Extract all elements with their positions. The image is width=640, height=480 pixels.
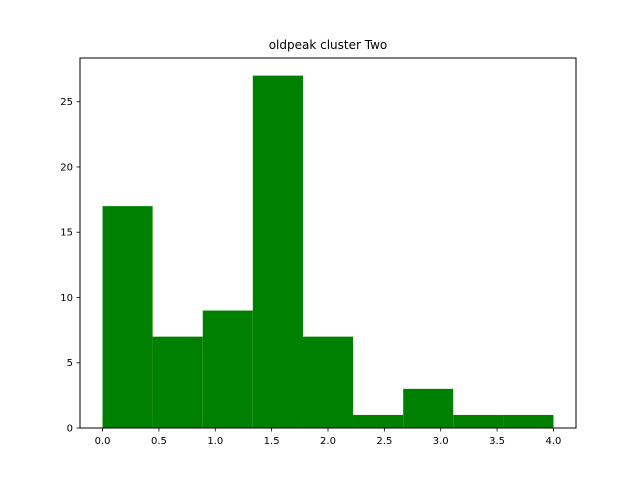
histogram-bar bbox=[202, 310, 253, 428]
y-tick-label: 5 bbox=[67, 358, 73, 369]
x-tick-label: 0.5 bbox=[151, 436, 167, 447]
y-tick-label: 0 bbox=[67, 424, 73, 435]
y-tick-label: 15 bbox=[60, 228, 73, 239]
x-tick-label: 3.0 bbox=[433, 436, 449, 447]
histogram-bar bbox=[152, 336, 203, 428]
histogram-bar bbox=[453, 414, 504, 428]
y-tick-label: 10 bbox=[60, 293, 73, 304]
y-axis: 0 5 10 15 20 25 bbox=[60, 97, 80, 435]
x-tick-label: 2.0 bbox=[320, 436, 336, 447]
x-tick-label: 3.5 bbox=[489, 436, 505, 447]
x-tick-label: 4.0 bbox=[546, 436, 562, 447]
x-axis: 0.0 0.5 1.0 1.5 2.0 2.5 3.0 3.5 4.0 bbox=[95, 428, 562, 447]
chart-title: oldpeak cluster Two bbox=[269, 38, 388, 52]
histogram-bar bbox=[252, 75, 303, 428]
bars-group bbox=[102, 75, 554, 428]
histogram-bar bbox=[403, 388, 454, 428]
x-tick-label: 1.5 bbox=[264, 436, 280, 447]
x-tick-label: 0.0 bbox=[95, 436, 111, 447]
y-tick-label: 20 bbox=[60, 162, 73, 173]
histogram-bar bbox=[353, 414, 404, 428]
histogram-bar bbox=[302, 336, 354, 428]
y-tick-label: 25 bbox=[60, 97, 73, 108]
histogram-bar bbox=[102, 206, 153, 428]
x-tick-label: 2.5 bbox=[376, 436, 392, 447]
histogram-bar bbox=[503, 414, 554, 428]
x-tick-label: 1.0 bbox=[207, 436, 223, 447]
